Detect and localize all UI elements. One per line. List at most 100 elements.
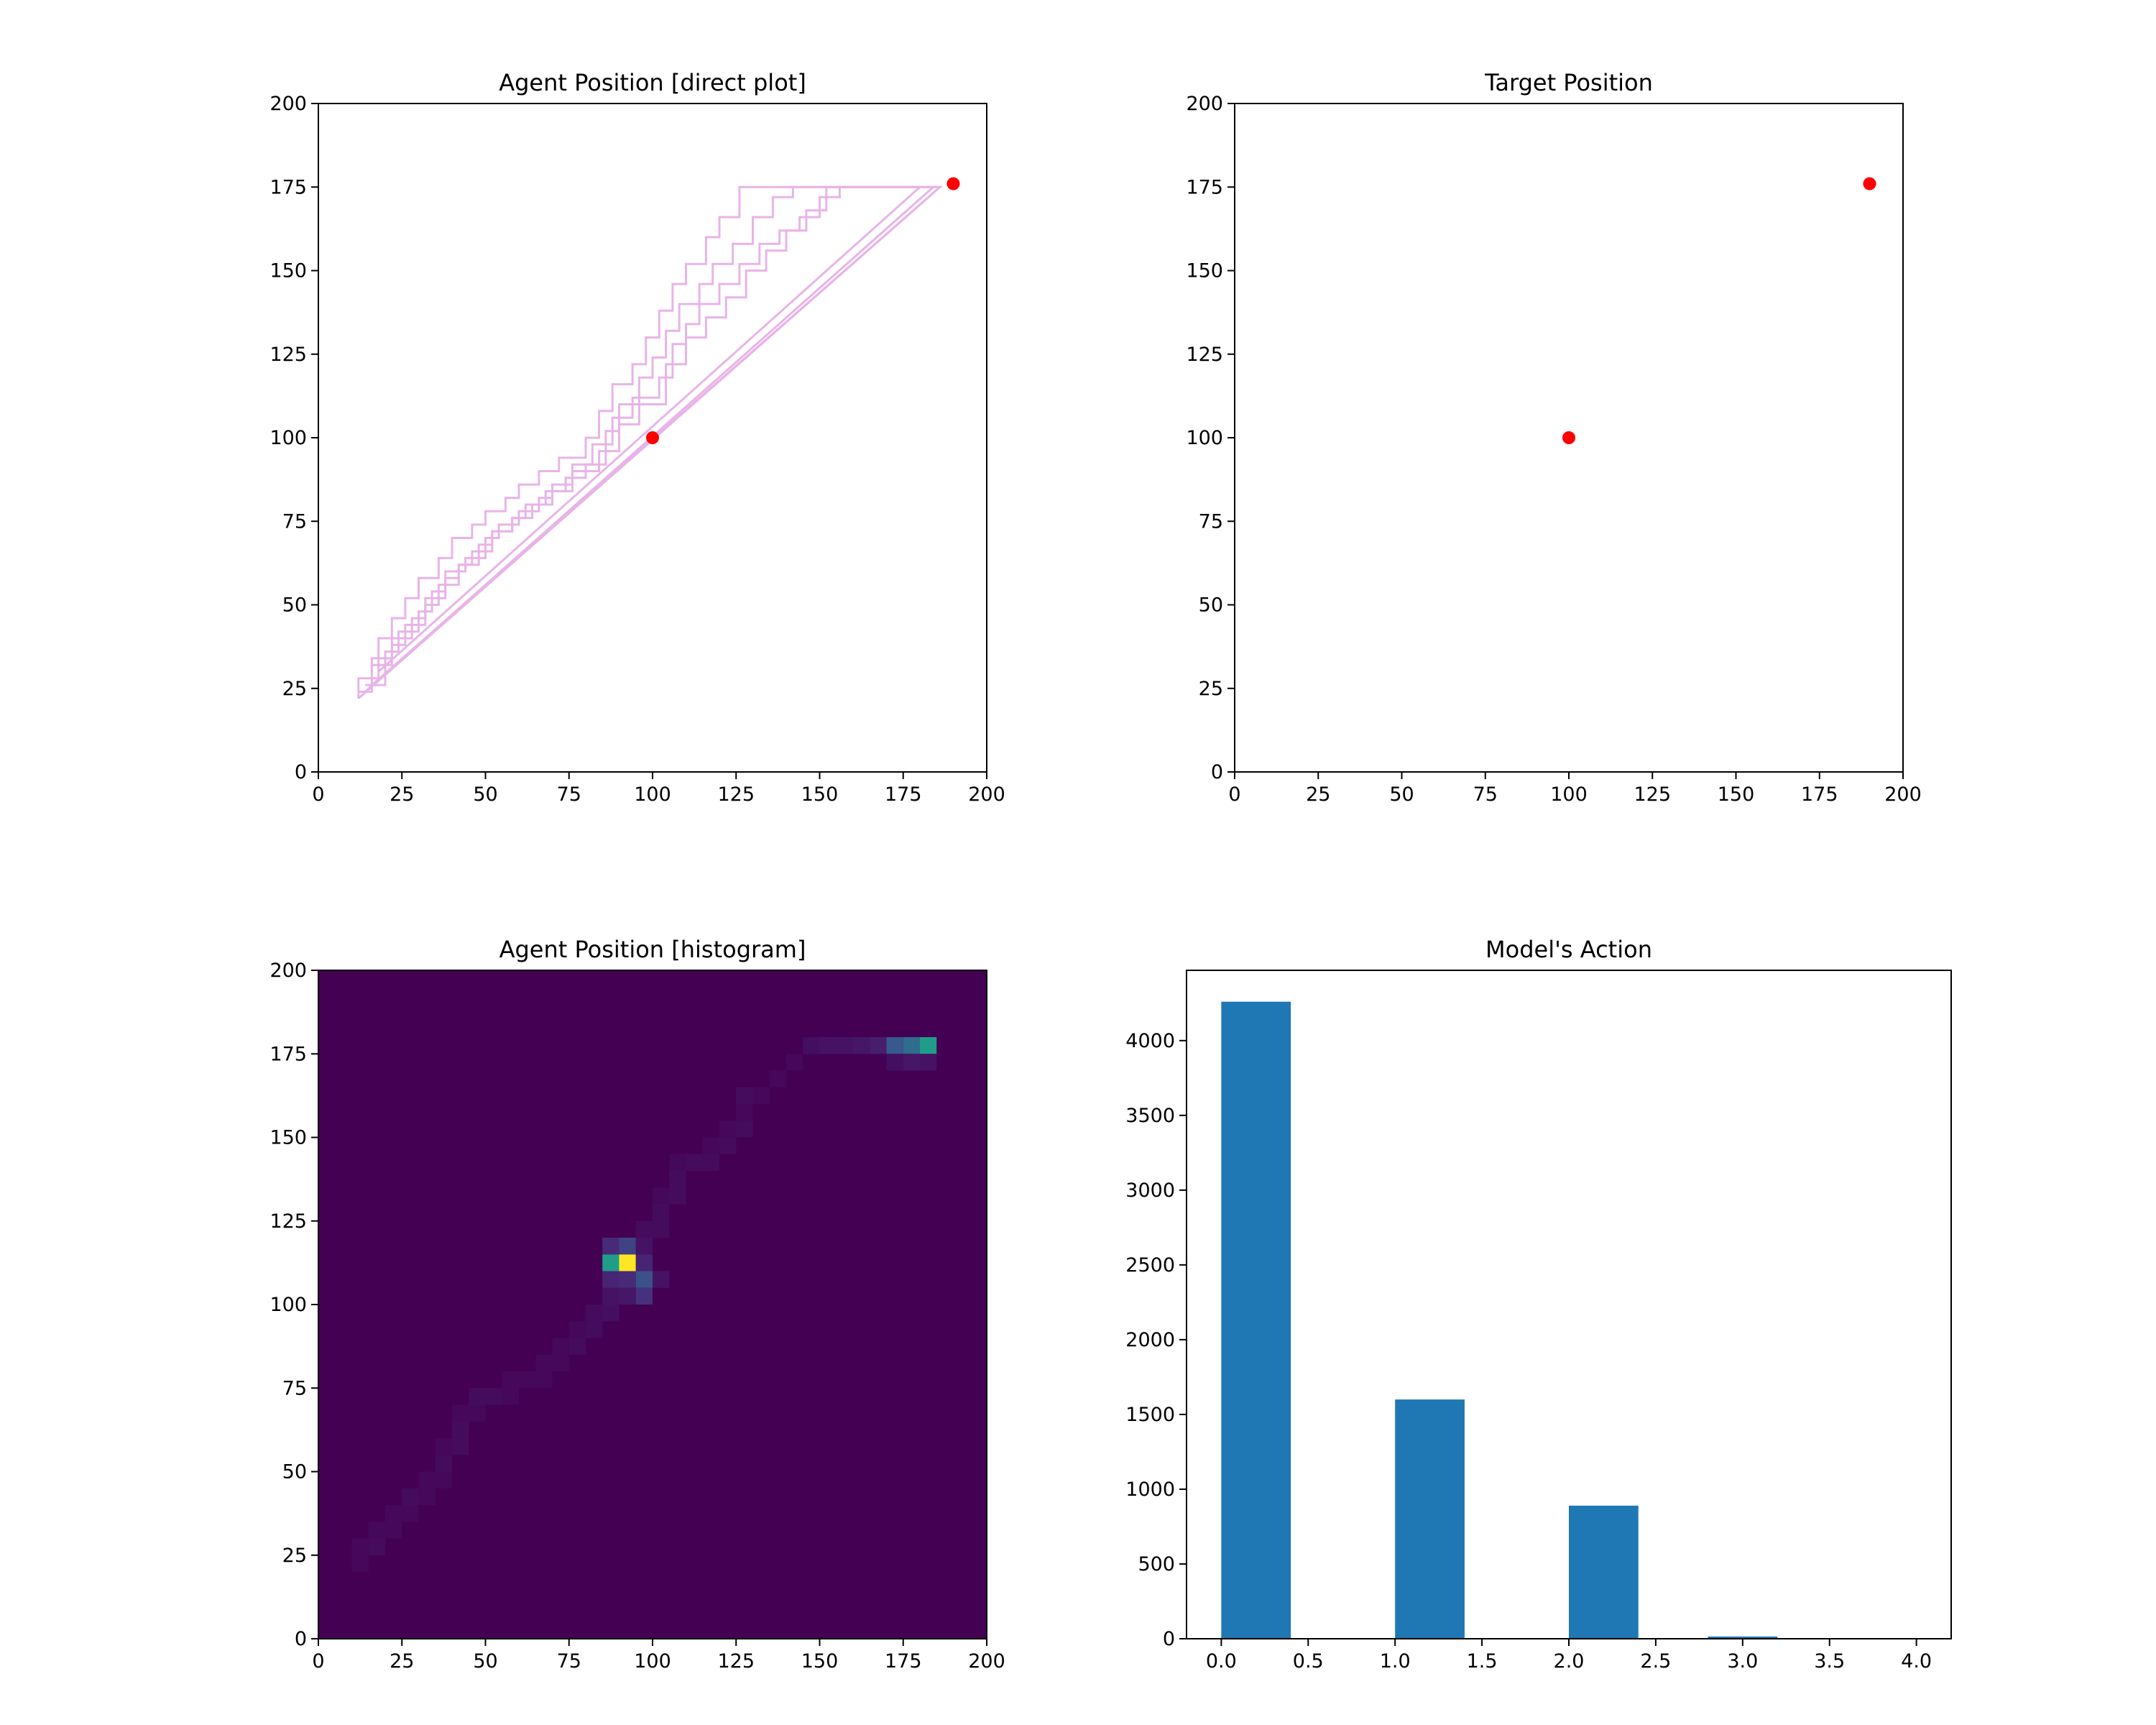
heatmap-cell [602, 1238, 619, 1255]
heatmap-cell [719, 1121, 737, 1138]
x-tick-label: 50 [473, 783, 497, 806]
y-tick-label: 200 [1186, 93, 1223, 115]
heatmap-cell [368, 1538, 385, 1555]
y-tick-label: 75 [1199, 510, 1223, 533]
plot-frame [1234, 103, 1904, 773]
heatmap-cell [502, 1388, 519, 1405]
x-tick-label: 2.5 [1640, 1650, 1671, 1673]
target-marker [646, 431, 659, 444]
action-bar [1221, 1001, 1291, 1639]
heatmap-cell [870, 1037, 887, 1054]
x-tick-label: 1.0 [1380, 1650, 1411, 1673]
heatmap-cell [819, 1037, 837, 1054]
heatmap-cell [552, 1354, 569, 1371]
x-tick-label: 75 [557, 783, 581, 806]
y-tick-label: 175 [270, 176, 307, 198]
x-tick-label: 4.0 [1901, 1650, 1932, 1673]
chart-title: Agent Position [direct plot] [499, 69, 806, 96]
y-tick-label: 3000 [1125, 1179, 1175, 1202]
y-tick-label: 1500 [1125, 1404, 1175, 1426]
heatmap-cell [602, 1305, 619, 1322]
heatmap-cell [619, 1254, 636, 1271]
heatmap-cell [351, 1538, 369, 1555]
heatmap-cell [702, 1154, 719, 1171]
heatmap-cell [469, 1388, 486, 1405]
x-tick-label: 0.5 [1293, 1650, 1324, 1673]
y-tick-label: 175 [270, 1043, 307, 1065]
heatmap-cell [469, 1404, 486, 1422]
heatmap-cell [719, 1137, 737, 1154]
y-tick-label: 1000 [1125, 1478, 1175, 1501]
x-tick-label: 175 [885, 783, 922, 806]
trajectory-line [357, 185, 943, 699]
heatmap-cell [485, 1388, 502, 1405]
heatmap-cell [920, 1054, 937, 1071]
y-tick-label: 4000 [1125, 1030, 1175, 1052]
y-tick-label: 125 [270, 344, 307, 366]
heatmap-cell [836, 1037, 853, 1054]
heatmap-cell [602, 1287, 619, 1305]
heatmap-cell [402, 1505, 419, 1522]
x-tick-label: 75 [1473, 783, 1498, 806]
heatmap-cell [903, 1054, 920, 1071]
x-tick-label: 50 [473, 1650, 497, 1673]
y-tick-label: 25 [282, 1545, 307, 1567]
plot-area [318, 970, 987, 1639]
heatmap-cell [886, 1037, 903, 1054]
x-tick-label: 2.0 [1554, 1650, 1585, 1673]
heatmap-cell [452, 1421, 469, 1438]
x-tick-label: 0 [312, 783, 324, 806]
y-tick-label: 500 [1138, 1553, 1175, 1576]
x-tick-label: 75 [557, 1650, 581, 1673]
y-tick-label: 75 [282, 510, 307, 533]
heatmap-cell [769, 1070, 786, 1087]
heatmap-cell [653, 1204, 670, 1221]
y-tick-label: 0 [295, 1628, 307, 1650]
heatmap-cell [736, 1104, 753, 1121]
heatmap-cell [686, 1154, 703, 1171]
y-tick-label: 100 [1186, 427, 1223, 449]
heatmap-cell [385, 1522, 402, 1539]
heatmap-cell [452, 1404, 469, 1422]
heatmap-cell [535, 1371, 553, 1389]
heatmap-cell [586, 1305, 603, 1322]
action-bar [1708, 1636, 1778, 1639]
heatmap-cell [619, 1287, 636, 1305]
y-tick-label: 125 [270, 1210, 307, 1233]
heatmap-cell [736, 1121, 753, 1138]
y-tick-label: 100 [270, 1294, 307, 1316]
heatmap-cell [635, 1271, 653, 1288]
x-tick-label: 125 [717, 1650, 755, 1673]
chart-title: Agent Position [histogram] [499, 936, 806, 963]
y-tick-label: 175 [1186, 176, 1223, 198]
y-tick-label: 50 [1199, 594, 1223, 617]
plot-frame [318, 103, 987, 773]
x-tick-label: 200 [1884, 783, 1922, 806]
action-bar [1569, 1505, 1639, 1639]
heatmap-cell [452, 1438, 469, 1455]
y-tick-label: 2500 [1125, 1254, 1175, 1276]
heatmap-cell [351, 1555, 369, 1572]
heatmap-cell [435, 1471, 452, 1489]
plot-area [1221, 1001, 1917, 1639]
plot-frame [318, 970, 987, 1639]
chart-title: Model's Action [1485, 936, 1652, 963]
y-tick-label: 2000 [1125, 1329, 1175, 1351]
x-tick-label: 50 [1389, 783, 1414, 806]
x-tick-label: 25 [1306, 783, 1330, 806]
x-tick-label: 150 [801, 1650, 839, 1673]
heatmap-cell [619, 1271, 636, 1288]
y-tick-label: 50 [282, 1461, 307, 1484]
heatmap-cell [903, 1037, 920, 1054]
panel-target-position: Target Position 0 25 50 75 100 125 150 175 200 0 2… [1186, 69, 1921, 806]
x-tick-label: 3.5 [1814, 1650, 1845, 1673]
heatmap-cell [586, 1321, 603, 1338]
heatmap-cell [519, 1371, 536, 1389]
y-tick-label: 150 [270, 260, 307, 282]
x-tick-label: 25 [390, 783, 414, 806]
x-tick-label: 200 [968, 1650, 1005, 1673]
heatmap-cell [602, 1254, 619, 1271]
heatmap-cell [803, 1037, 820, 1054]
y-tick-label: 0 [1211, 761, 1223, 783]
heatmap-cell [752, 1087, 770, 1104]
